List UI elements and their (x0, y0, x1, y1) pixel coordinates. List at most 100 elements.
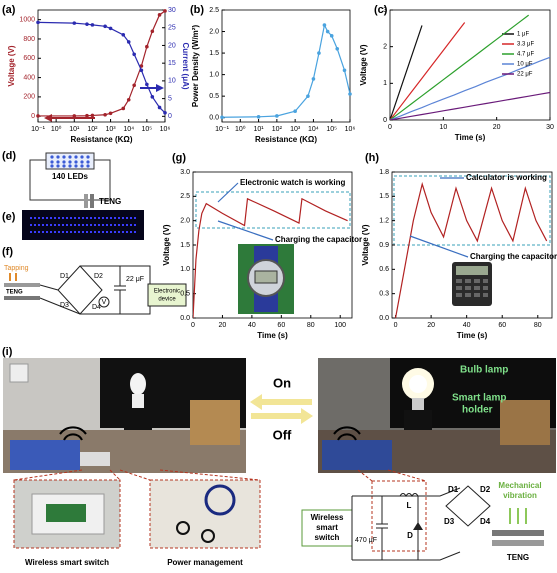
switch-label: Wireless smart switch (25, 558, 109, 567)
annotation-arrow (409, 235, 469, 258)
diode-label: D1 (448, 485, 459, 494)
x-tick-label: 60 (277, 322, 285, 329)
y-tick-label: 1.5 (180, 242, 190, 249)
panel-label: (h) (365, 152, 379, 164)
y-tick-label: 1.2 (379, 218, 389, 225)
diode-label: D1 (60, 273, 69, 280)
series-line (390, 91, 550, 120)
series-line (390, 25, 423, 120)
x-tick-label: 10⁰ (51, 125, 62, 133)
diode-label: D4 (92, 304, 101, 311)
panel-label: (e) (2, 211, 16, 223)
y2-tick-label: 15 (168, 60, 176, 67)
x-tick-label: 0 (191, 322, 195, 329)
data-point (108, 26, 113, 31)
y-tick-label: 1 (383, 80, 387, 87)
data-point (150, 95, 155, 99)
diode-label: D3 (444, 517, 455, 526)
x-tick-label: 100 (334, 322, 346, 329)
annotation-arrow (217, 182, 239, 203)
x-tick-label: 10² (87, 126, 98, 133)
x-tick-label: 10⁶ (160, 126, 171, 133)
annotation: Electronic watch is working (240, 178, 345, 187)
annotation: Charging the capacitor (470, 252, 557, 261)
holder-label: Smart lamp (452, 393, 506, 404)
data-point (329, 34, 334, 38)
y-tick-label: 1.5 (379, 193, 389, 200)
data-point (126, 40, 131, 44)
data-point (132, 52, 136, 57)
x-axis-label: Resistance (KΩ) (255, 135, 317, 144)
y-tick-label: 1.0 (209, 71, 219, 78)
x-tick-label: 10¹ (254, 126, 265, 133)
legend-label: 22 μF (517, 72, 533, 78)
x-tick-label: 10⁵ (326, 126, 337, 133)
x-tick-label: 10⁴ (308, 126, 319, 133)
data-point (335, 46, 340, 51)
off-label: Off (273, 427, 292, 442)
y-tick-label: 0.5 (180, 291, 190, 298)
circuit-switch-label: smart (316, 523, 338, 532)
x-tick-label: 80 (307, 322, 315, 329)
x-tick-label: 0 (388, 124, 392, 131)
lamp-circuit (301, 469, 544, 561)
panel-label: (a) (2, 4, 16, 16)
x-tick-label: 10² (272, 126, 283, 133)
x-tick-label: 10³ (106, 126, 117, 133)
y2-tick-label: 30 (168, 7, 176, 14)
x-tick-label: 10³ (290, 126, 301, 133)
x-axis-label: Time (s) (457, 331, 488, 340)
x-tick-label: 10⁻¹ (215, 126, 229, 133)
x-tick-label: 30 (546, 124, 554, 131)
y-tick-label: 2.5 (180, 193, 190, 200)
y2-tick-label: 10 (168, 78, 176, 85)
data-point (103, 24, 107, 29)
y-tick-label: 0 (31, 113, 35, 120)
x-axis-label: Time (s) (455, 133, 486, 142)
legend-label: 4.7 μF (517, 52, 534, 58)
data-point (132, 83, 136, 88)
y2-axis-label: Current (μA) (181, 42, 190, 89)
device-label: device (158, 297, 176, 303)
annotation: Charging the capacitor (275, 235, 362, 244)
diode-label: D2 (94, 273, 103, 280)
y-tick-label: 3.0 (180, 169, 190, 176)
y-axis-label: Voltage (V) (361, 224, 370, 266)
data-point (348, 92, 352, 96)
x-tick-label: 60 (498, 322, 506, 329)
data-point (322, 23, 327, 27)
holder-label: holder (462, 405, 493, 416)
lamp-photo-on (318, 358, 556, 473)
y-tick-label: 0.3 (379, 291, 389, 298)
y2-tick-label: 20 (168, 42, 176, 49)
working-boxes (195, 175, 551, 246)
data-point (72, 21, 77, 25)
meter-label: V (102, 299, 107, 306)
y-tick-label: 400 (23, 74, 35, 81)
diode-label: D2 (480, 485, 491, 494)
x-tick-label: 80 (534, 322, 542, 329)
on-label: On (273, 375, 291, 390)
data-point (36, 20, 40, 25)
data-point (163, 110, 167, 115)
panel-label: (c) (374, 4, 388, 16)
data-point (275, 114, 279, 118)
data-point (139, 68, 144, 73)
capacitor-label: 22 μF (126, 276, 144, 283)
y-tick-label: 0.0 (180, 315, 190, 322)
y-tick-label: 1.0 (180, 266, 190, 273)
x-tick-label: 40 (463, 322, 471, 329)
lamp-photo-off (3, 358, 246, 473)
tapping-label: Tapping (4, 265, 29, 272)
data-point (220, 115, 224, 120)
diode-label: D (407, 531, 413, 540)
y-axis-label: Voltage (V) (359, 44, 368, 86)
teng-label: TENG (6, 290, 23, 296)
y2-tick-label: 0 (168, 113, 172, 120)
x-tick-label: 10⁵ (142, 126, 153, 133)
x-axis-label: Time (s) (257, 331, 288, 340)
y-tick-label: 2.5 (209, 7, 219, 14)
annotation-arrow (217, 220, 274, 241)
y-tick-label: 0.0 (209, 115, 219, 122)
x-tick-label: 10⁰ (235, 125, 246, 133)
